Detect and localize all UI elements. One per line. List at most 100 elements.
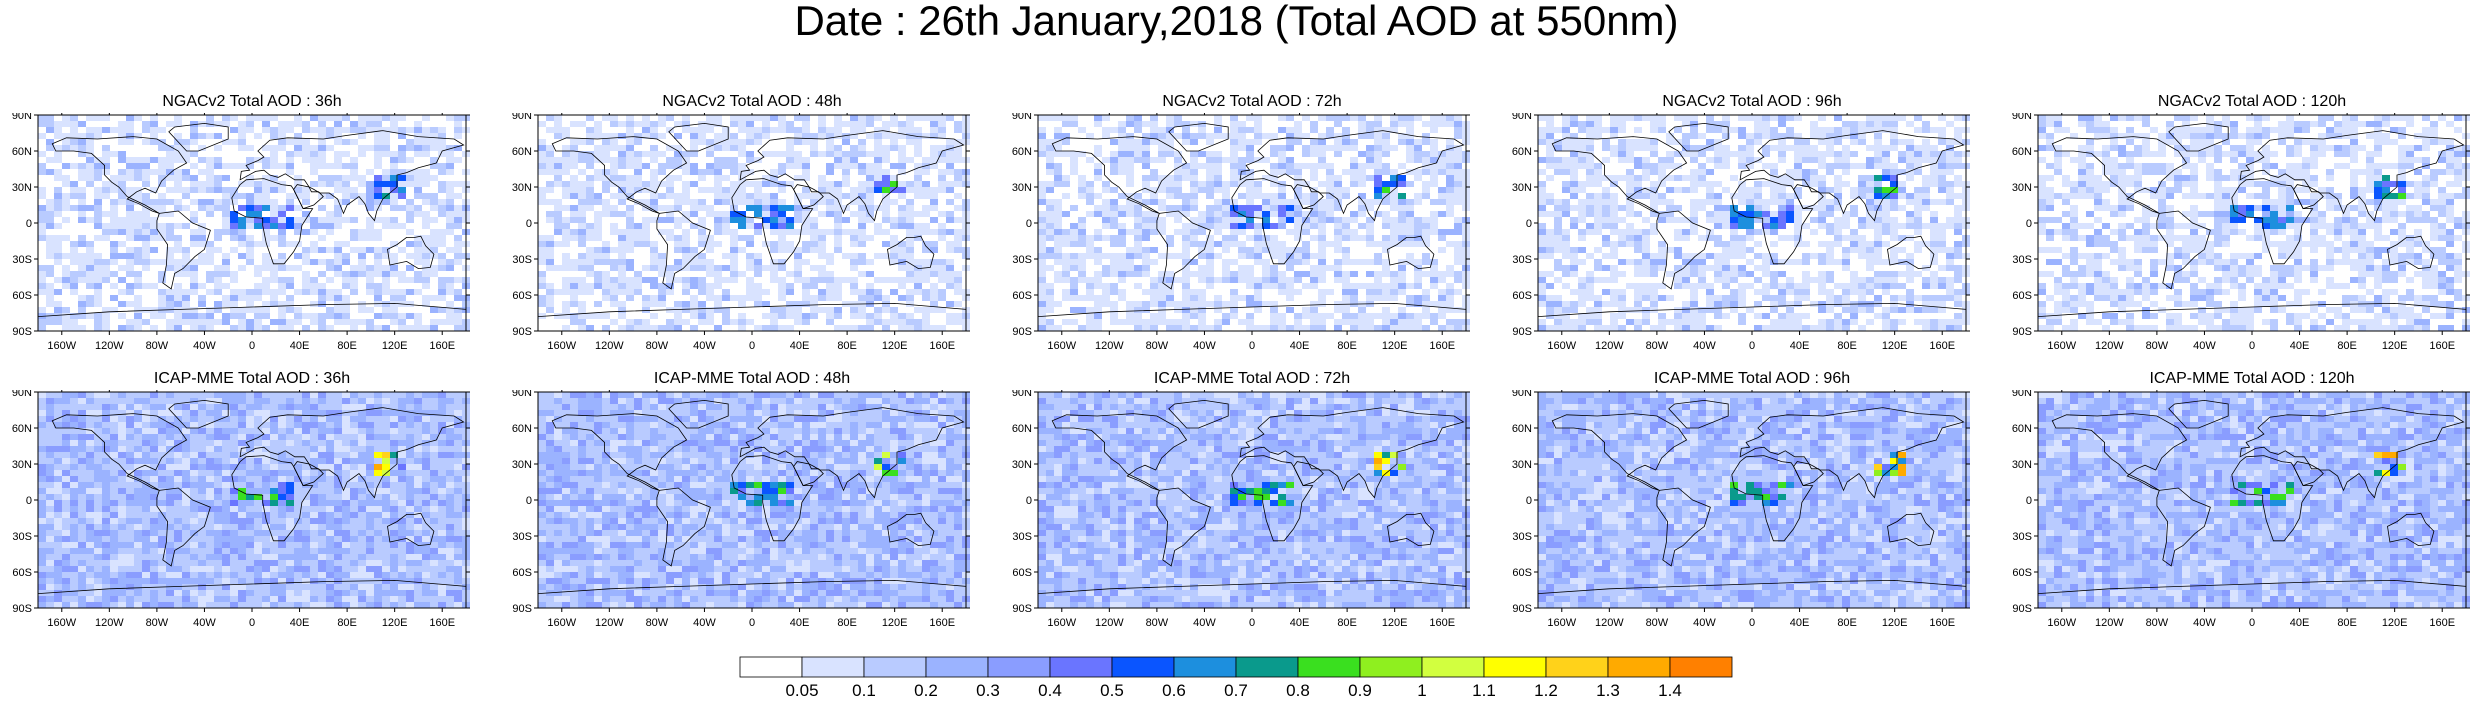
lon-tick-label: 120E xyxy=(1382,617,1408,629)
lat-tick-label: 30N xyxy=(12,459,32,471)
lon-tick-label: 120W xyxy=(95,617,124,629)
colorbar-label: 0.8 xyxy=(1286,681,1310,700)
lon-tick-label: 40W xyxy=(1193,617,1216,629)
panel-title: NGACv2 Total AOD : 72h xyxy=(1162,93,1342,110)
lat-tick-label: 90S xyxy=(512,603,532,615)
lon-tick-label: 120W xyxy=(95,340,124,352)
lon-tick-label: 40E xyxy=(790,340,810,352)
lat-tick-label: 60N xyxy=(512,423,532,435)
lon-tick-label: 0 xyxy=(749,617,755,629)
lat-tick-label: 90N xyxy=(512,390,532,399)
world-map: 90N 60N 30N 0 30S 60S 90S 160W 120W 80W 40W 0 40E 80E… xyxy=(1012,390,1470,629)
colorbar-label: 1.4 xyxy=(1658,681,1682,700)
lon-tick-label: 160E xyxy=(429,340,455,352)
lon-tick-label: 160W xyxy=(2047,617,2076,629)
lat-tick-label: 60S xyxy=(12,290,32,302)
lat-tick-label: 0 xyxy=(26,495,32,507)
lon-tick-label: 0 xyxy=(1749,617,1755,629)
lon-tick-label: 80E xyxy=(1337,340,1357,352)
lon-tick-label: 40E xyxy=(2290,617,2310,629)
panel-title: ICAP-MME Total AOD : 36h xyxy=(153,370,351,387)
lon-tick-label: 120E xyxy=(1882,340,1908,352)
world-map: 90N 60N 30N 0 30S 60S 90S 160W 120W 80W 40W 0 40E 80E… xyxy=(1512,390,1970,629)
lon-tick-label: 120E xyxy=(1382,340,1408,352)
lon-tick-label: 80W xyxy=(146,617,169,629)
aod-field xyxy=(1538,392,1970,608)
aod-field xyxy=(538,392,970,608)
colorbar-label: 0.1 xyxy=(852,681,876,700)
lat-tick-label: 60N xyxy=(1512,146,1532,158)
lat-tick-label: 0 xyxy=(1026,495,1032,507)
lon-tick-label: 120E xyxy=(2382,617,2408,629)
lon-tick-label: 160W xyxy=(1547,340,1576,352)
lat-tick-label: 30S xyxy=(1512,531,1532,543)
colorbar-label: 0.7 xyxy=(1224,681,1248,700)
lon-tick-label: 120W xyxy=(1095,617,1124,629)
map-panel: NGACv2 Total AOD : 48h 90N 60N 30N 0 30S 60S 90… xyxy=(498,93,976,364)
figure-title: Date : 26th January,2018 (Total AOD at 5… xyxy=(794,0,1679,44)
lon-tick-label: 80E xyxy=(837,340,857,352)
world-map: 90N 60N 30N 0 30S 60S 90S 160W 120W 80W 40W 0 40E 80E… xyxy=(1012,113,1470,352)
lon-tick-label: 120W xyxy=(595,340,624,352)
lat-tick-label: 60N xyxy=(2012,423,2032,435)
lon-tick-label: 160E xyxy=(2429,617,2455,629)
colorbar-label: 1.3 xyxy=(1596,681,1620,700)
lat-tick-label: 60S xyxy=(1512,290,1532,302)
panel-title: ICAP-MME Total AOD : 72h xyxy=(1153,370,1351,387)
lat-tick-label: 90S xyxy=(12,326,32,338)
colorbar-label: 0.05 xyxy=(785,681,818,700)
map-panel: ICAP-MME Total AOD : 72h 90N 60N 30N 0 30S 60S… xyxy=(998,370,1476,641)
lon-tick-label: 160W xyxy=(1047,340,1076,352)
lat-tick-label: 90N xyxy=(2012,113,2032,122)
lon-tick-label: 40E xyxy=(290,617,310,629)
map-panel: ICAP-MME Total AOD : 96h 90N 60N 30N 0 30S 60S… xyxy=(1498,370,1976,641)
map-panel: NGACv2 Total AOD : 120h 90N 60N 30N 0 30S 60S 9… xyxy=(1998,93,2473,364)
lat-tick-label: 90N xyxy=(12,390,32,399)
lon-tick-label: 40E xyxy=(1790,617,1810,629)
lat-tick-label: 0 xyxy=(2026,218,2032,230)
lat-tick-label: 60S xyxy=(12,567,32,579)
lat-tick-label: 60S xyxy=(2012,567,2032,579)
lon-tick-label: 160W xyxy=(2047,340,2076,352)
lat-tick-label: 60S xyxy=(1012,290,1032,302)
lat-tick-label: 30N xyxy=(12,182,32,194)
lat-tick-label: 30N xyxy=(2012,182,2032,194)
colorbar-box xyxy=(1421,656,1485,678)
lon-tick-label: 0 xyxy=(1249,340,1255,352)
lon-tick-label: 0 xyxy=(1249,617,1255,629)
lat-tick-label: 30S xyxy=(1512,254,1532,266)
colorbar-label: 0.2 xyxy=(914,681,938,700)
lat-tick-label: 60S xyxy=(1512,567,1532,579)
lat-tick-label: 90S xyxy=(1012,326,1032,338)
lon-tick-label: 80W xyxy=(2146,617,2169,629)
lat-tick-label: 0 xyxy=(1026,218,1032,230)
lon-tick-label: 0 xyxy=(249,617,255,629)
colorbar-box xyxy=(987,656,1051,678)
aod-field xyxy=(2038,392,2470,608)
panel-title: ICAP-MME Total AOD : 48h xyxy=(653,370,851,387)
lat-tick-label: 30S xyxy=(1012,531,1032,543)
map-panel: ICAP-MME Total AOD : 48h 90N 60N 30N 0 30S 60S… xyxy=(498,370,976,641)
lon-tick-label: 40E xyxy=(290,340,310,352)
lon-tick-label: 40E xyxy=(790,617,810,629)
lon-tick-label: 40E xyxy=(1790,340,1810,352)
world-map: 90N 60N 30N 0 30S 60S 90S 160W 120W 80W 40W 0 40E 80E… xyxy=(2012,390,2470,629)
lat-tick-label: 90S xyxy=(2012,326,2032,338)
lat-tick-label: 60N xyxy=(12,146,32,158)
lon-tick-label: 80W xyxy=(1146,617,1169,629)
lon-tick-label: 0 xyxy=(249,340,255,352)
lat-tick-label: 60N xyxy=(1012,146,1032,158)
lon-tick-label: 160E xyxy=(1929,340,1955,352)
aod-field xyxy=(1038,392,1470,608)
lon-tick-label: 160W xyxy=(1047,617,1076,629)
lat-tick-label: 90N xyxy=(1012,113,1032,122)
lat-tick-label: 90S xyxy=(1512,326,1532,338)
lon-tick-label: 80W xyxy=(646,340,669,352)
colorbar-label: 0.9 xyxy=(1348,681,1372,700)
lon-tick-label: 160E xyxy=(429,617,455,629)
lat-tick-label: 0 xyxy=(526,218,532,230)
lat-tick-label: 30N xyxy=(2012,459,2032,471)
lat-tick-label: 30S xyxy=(12,531,32,543)
lat-tick-label: 90S xyxy=(2012,603,2032,615)
map-panel: NGACv2 Total AOD : 72h 90N 60N 30N 0 30S 60S 90… xyxy=(998,93,1476,364)
